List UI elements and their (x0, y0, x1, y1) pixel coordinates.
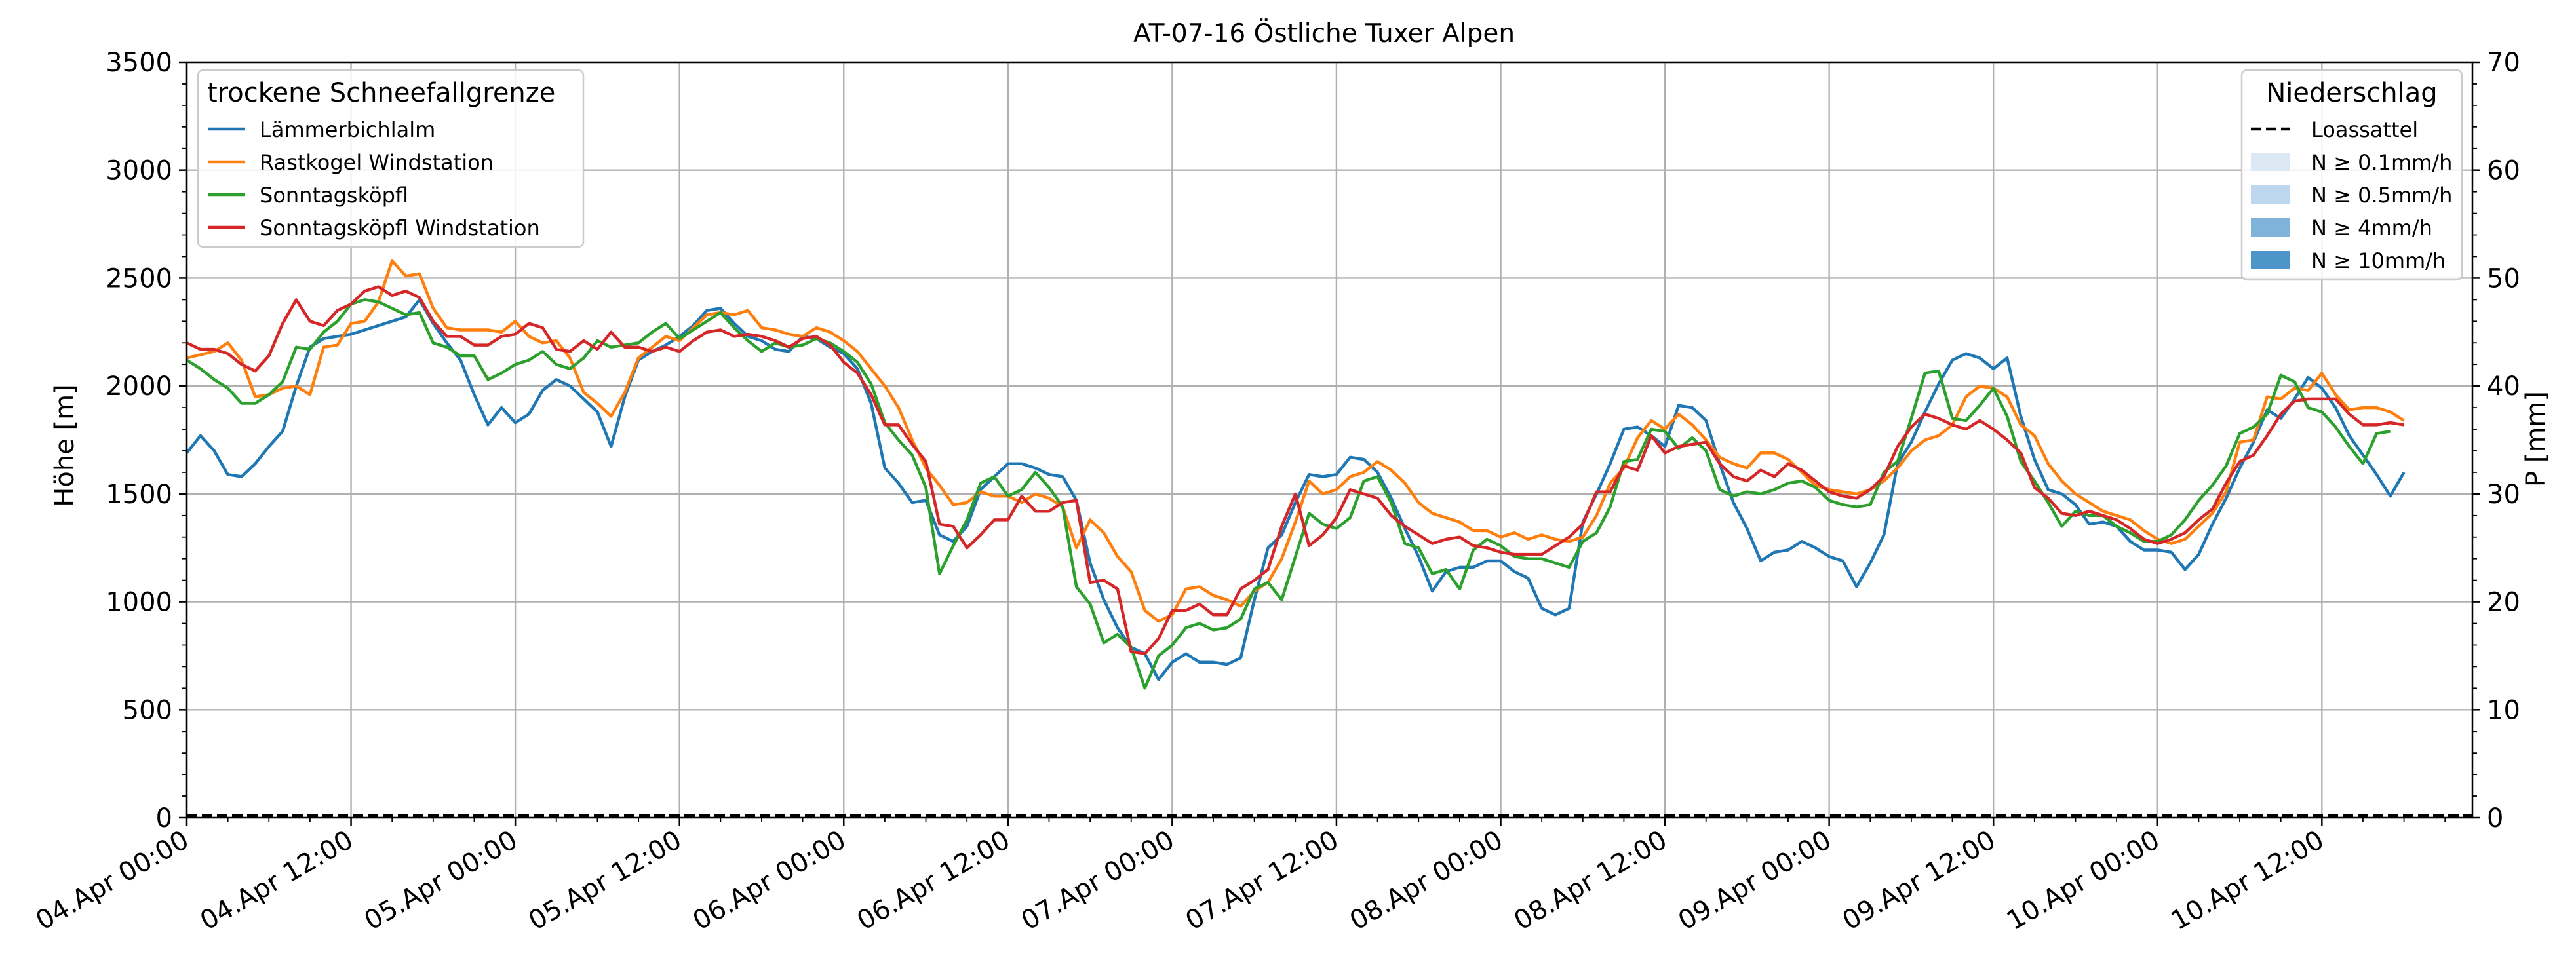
legend-right-title: Niederschlag (2266, 78, 2437, 108)
legend-right-frame (2240, 69, 2463, 281)
y-tick-label: 500 (123, 695, 172, 725)
legend-left-entry: Rastkogel Windstation (260, 150, 494, 175)
legend-right-entry: N ≥ 0.1mm/h (2311, 150, 2452, 175)
legend-right-swatch (2251, 185, 2290, 204)
y2-tick-label: 0 (2487, 803, 2503, 833)
y-tick-label: 3000 (106, 156, 172, 186)
series-line-1 (185, 298, 2406, 681)
y-tick-label: 1000 (106, 588, 172, 618)
y2-tick-label: 10 (2487, 695, 2520, 725)
legend-snowfall: trockene Schneefallgrenze Lämmerbichlalm R… (197, 69, 585, 248)
legend-right-entry: N ≥ 0.5mm/h (2311, 183, 2452, 208)
series-line-3 (185, 298, 2391, 690)
legend-right-swatch (2251, 251, 2290, 269)
series-line-4 (186, 285, 2404, 655)
y2-tick-label: 20 (2487, 588, 2520, 618)
y2-tick-label: 50 (2487, 263, 2520, 294)
y-tick-label: 3500 (106, 48, 172, 78)
legend-left-frame (197, 69, 585, 248)
y2-tick-label: 70 (2487, 48, 2520, 78)
legend-right-swatch (2251, 218, 2290, 237)
y-tick-label: 0 (156, 803, 172, 833)
plot-frame (185, 61, 2474, 819)
legend-left-entry: Lämmerbichlalm (260, 117, 435, 142)
y2-tick-label: 40 (2487, 372, 2520, 402)
y-axis-label: Höhe [m] (50, 384, 80, 506)
legend-left-entry: Sonntagsköpfl Windstation (260, 216, 540, 240)
legend-right-entry: Loassattel (2311, 117, 2418, 142)
legend-right-entry: N ≥ 4mm/h (2311, 216, 2432, 240)
y2-tick-label: 60 (2487, 156, 2520, 186)
legend-left-entry: Sonntagsköpfl (260, 183, 408, 208)
series-lines (185, 259, 2472, 818)
chart-title: AT-07-16 Östliche Tuxer Alpen (1133, 18, 1515, 48)
legend-right-entry: N ≥ 10mm/h (2311, 248, 2446, 273)
legend-left-title: trockene Schneefallgrenze (207, 78, 555, 108)
legend-right-swatch (2251, 153, 2290, 171)
y-tick-label: 2000 (106, 372, 172, 402)
y2-tick-label: 30 (2487, 480, 2520, 510)
y2-axis-label: P [mm] (2521, 391, 2551, 487)
legend-precipitation: Niederschlag Loassattel N ≥ 0.1mm/h N ≥ 0.5… (2240, 69, 2463, 281)
series-line-2 (186, 259, 2405, 623)
y-tick-label: 2500 (106, 263, 172, 294)
y-tick-label: 1500 (106, 480, 172, 510)
